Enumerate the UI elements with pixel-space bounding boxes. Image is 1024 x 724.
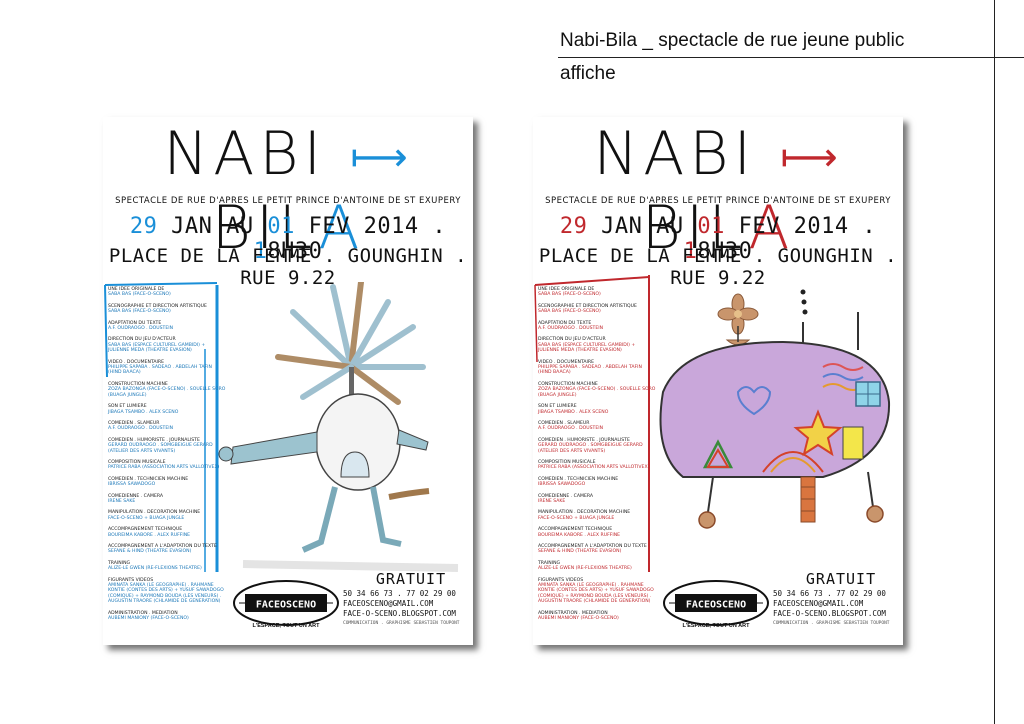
credits-list: UNE IDEE ORIGINALE DE SABA BAS (FACE-O-SC…: [538, 287, 656, 627]
credit-item: COMPOSITION MUSICALE PATRICE RABA (ASSOCI…: [538, 459, 650, 471]
poster-place: PLACE DE LA FEMME . GOUNGHIN . RUE 9.22: [538, 245, 898, 289]
date-text-2: FEV 2014 .: [724, 214, 877, 239]
date-start: 29: [559, 214, 588, 239]
credit-item: COMEDIEN . HUMORISTE . JOURNALISTE GERARD…: [538, 437, 643, 454]
poster-blue: NABI ⟼ BILA SPECTACLE DE RUE D'APRES LE …: [103, 117, 473, 645]
blue-frame-lines: [104, 282, 219, 572]
credit-item: COMEDIENNE . CAMERA IRENE SAKE: [538, 493, 594, 504]
title-connector: ⟼: [780, 134, 843, 181]
credit-item: ACCOMPAGNEMENT TECHNIQUE BOUREIMA KABORE …: [108, 527, 191, 538]
credit-item: VIDEO . DOCUMENTAIRE PHILIPPE SAPABA . SA…: [538, 359, 642, 376]
credit-item: CONSTRUCTION MACHINE ZOZA BAZONGA (FACE-O…: [108, 381, 226, 398]
title-accent-letter: A: [748, 192, 795, 263]
credit-item: ACCOMPAGNEMENT A L'ADAPTATION DU TEXTE SE…: [108, 544, 217, 555]
time-rest: 8H30: [267, 239, 323, 264]
credit-item: FIGURANTS VIDEOS AMINATA SANKA (LE GEOGRA…: [538, 577, 654, 605]
poster-title: NABI ⟼ BILA: [533, 119, 903, 263]
credit-item: SON ET LUMIERE JIBAGA TSAMBO . ALEX SCENO: [538, 404, 609, 415]
phone-numbers: 50 34 66 73 . 77 02 29 00: [773, 589, 886, 598]
date-end: 01: [267, 214, 295, 239]
credit-item: COMEDIEN . HUMORISTE . JOURNALISTE GERARD…: [108, 437, 213, 454]
poster-red: NABI ⟼ BILA SPECTACLE DE RUE D'APRES LE …: [533, 117, 903, 645]
credit-item: SCENOGRAPHIE ET DIRECTION ARTISTIQUE SABA…: [108, 303, 207, 315]
credit-item: ADMINISTRATION . MEDIATION AUBEMI MANIONY…: [538, 610, 619, 622]
graphic-credit: COMMUNICATION . GRAPHISME SEBASTIEN TOUP…: [343, 621, 460, 626]
email-address: FACEOSCENO@GMAIL.COM: [343, 599, 434, 608]
faceosceno-logo: FACEOSCENO: [663, 580, 769, 626]
title-connector: ⟼: [350, 134, 413, 181]
credits-list: UNE IDEE ORIGINALE DE SABA BAS (FACE-O-SC…: [108, 287, 226, 627]
poster-title: NABI ⟼ BILA: [103, 119, 473, 263]
helicopter-drawing: [218, 282, 459, 572]
logo-tagline: L'ESPACE, TOUT UN ART: [252, 623, 320, 629]
phone-numbers: 50 34 66 73 . 77 02 29 00: [343, 589, 456, 598]
title-accent-letter: A: [318, 192, 365, 263]
credit-item: FIGURANTS VIDEOS AMINATA SANKA (LE GEOGRA…: [108, 577, 224, 605]
logo-text: FACEOSCENO: [256, 600, 316, 611]
date-text-1: JAN AU: [157, 214, 268, 239]
credit-item: COMEDIENNE . CAMERA IRENE SAKE: [108, 493, 164, 504]
credit-item: COMPOSITION MUSICALE PATRICE RABA (ASSOCI…: [108, 459, 220, 471]
credit-item: SCENOGRAPHIE ET DIRECTION ARTISTIQUE SABA…: [538, 303, 637, 315]
poster-date: 29 JAN AU 01 FEV 2014 . 18H30: [103, 214, 473, 264]
time-first-digit: 1: [683, 239, 698, 264]
date-end: 01: [697, 214, 725, 239]
credit-item: ADMINISTRATION . MEDIATION AUBEMI MANIONY…: [108, 610, 189, 622]
credit-item: ADAPTATION DU TEXTE A.F. OUDRAOGO . DOUST…: [108, 320, 174, 332]
poster-place: PLACE DE LA FEMME . GOUNGHIN . RUE 9.22: [108, 245, 468, 289]
poster-subtitle: SPECTACLE DE RUE D'APRES LE PETIT PRINCE…: [115, 196, 461, 206]
page-subtitle: affiche: [560, 63, 616, 84]
time-rest: 8H30: [697, 239, 753, 264]
poster-date: 29 JAN AU 01 FEV 2014 . 18H30: [533, 214, 903, 264]
logo-tagline: L'ESPACE, TOUT UN ART: [682, 623, 750, 629]
flying-machine-drawing: [659, 289, 891, 529]
credit-item: SON ET LUMIERE JIBAGA TSAMBO . ALEX SCENO: [108, 404, 179, 415]
credit-item: TRAINING ALIZE-LE GWEN (RE-FLEXIONS THEAT…: [538, 560, 632, 572]
page-title: Nabi-Bila _ spectacle de rue jeune publi…: [560, 30, 905, 51]
credit-item: DIRECTION DU JEU D'ACTEUR SABA BAS (ESPAC…: [108, 337, 206, 354]
blog-url: FACE-O-SCENO.BLOGSPOT.COM: [773, 609, 886, 618]
credit-item: COMEDIEN . SLAMEUR A.F. OUDRAOGO . DOUSTE…: [108, 420, 174, 432]
credit-item: ADAPTATION DU TEXTE A.F. OUDRAOGO . DOUST…: [538, 320, 604, 332]
contact-block: 50 34 66 73 . 77 02 29 00 FACEOSCENO@GMA…: [343, 589, 471, 629]
title-word-nabi: NABI: [593, 119, 757, 189]
credit-item: COMEDIEN . TECHNICIEN MACHINE IBRISSA SAW…: [538, 476, 619, 488]
margin-rule: [994, 0, 995, 724]
contact-block: 50 34 66 73 . 77 02 29 00 FACEOSCENO@GMA…: [773, 589, 901, 629]
credit-item: COMEDIEN . TECHNICIEN MACHINE IBRISSA SAW…: [108, 476, 189, 488]
title-word-bil: BIL: [641, 192, 749, 263]
gratuit-label: GRATUIT: [805, 570, 877, 588]
credit-item: ACCOMPAGNEMENT TECHNIQUE BOUREIMA KABORE …: [538, 527, 621, 538]
credit-item: MANIPULATION . DECORATION MACHINE FACE-O-…: [538, 510, 631, 521]
email-address: FACEOSCENO@GMAIL.COM: [773, 599, 864, 608]
time-first-digit: 1: [253, 239, 268, 264]
credit-item: COMEDIEN . SLAMEUR A.F. OUDRAOGO . DOUSTE…: [538, 420, 604, 432]
credit-item: DIRECTION DU JEU D'ACTEUR SABA BAS (ESPAC…: [538, 337, 636, 354]
faceosceno-logo: FACEOSCENO: [233, 580, 339, 626]
date-text-2: FEV 2014 .: [294, 214, 447, 239]
credit-item: UNE IDEE ORIGINALE DE SABA BAS (FACE-O-SC…: [108, 287, 171, 298]
credit-item: CONSTRUCTION MACHINE ZOZA BAZONGA (FACE-O…: [538, 381, 656, 398]
red-frame-lines: [534, 275, 650, 572]
title-word-bil: BIL: [211, 192, 319, 263]
header-divider: [558, 57, 1024, 58]
logo-text: FACEOSCENO: [686, 600, 746, 611]
credit-item: MANIPULATION . DECORATION MACHINE FACE-O-…: [108, 510, 201, 521]
credit-item: UNE IDEE ORIGINALE DE SABA BAS (FACE-O-SC…: [538, 287, 601, 298]
graphic-credit: COMMUNICATION . GRAPHISME SEBASTIEN TOUP…: [773, 621, 890, 626]
poster-subtitle: SPECTACLE DE RUE D'APRES LE PETIT PRINCE…: [545, 196, 891, 206]
gratuit-label: GRATUIT: [375, 570, 447, 588]
date-start: 29: [129, 214, 158, 239]
credit-item: TRAINING ALIZE-LE GWEN (RE-FLEXIONS THEAT…: [108, 560, 202, 572]
credit-item: ACCOMPAGNEMENT A L'ADAPTATION DU TEXTE SE…: [538, 544, 647, 555]
blog-url: FACE-O-SCENO.BLOGSPOT.COM: [343, 609, 456, 618]
credit-item: VIDEO . DOCUMENTAIRE PHILIPPE SAPABA . SA…: [108, 359, 212, 376]
date-text-1: JAN AU: [587, 214, 698, 239]
title-word-nabi: NABI: [163, 119, 327, 189]
